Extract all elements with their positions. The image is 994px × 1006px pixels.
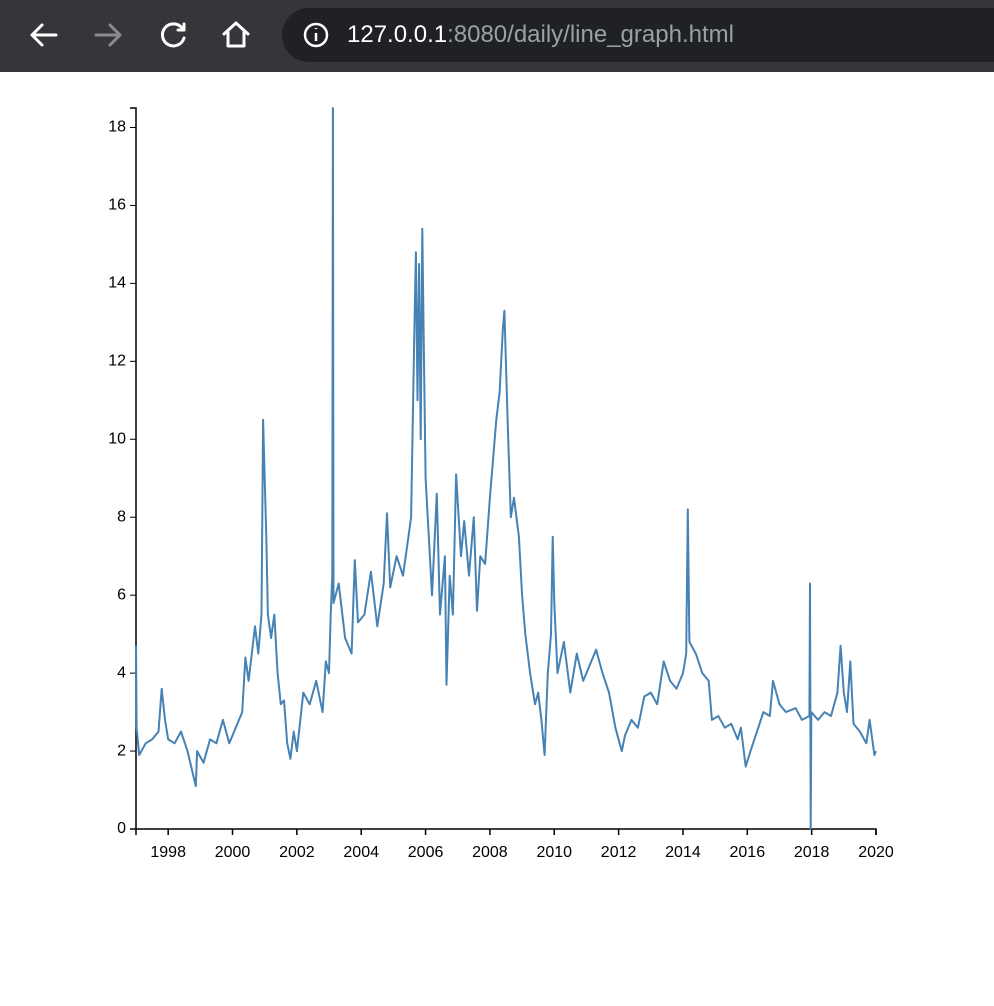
x-tick-label: 2020 (858, 844, 894, 861)
url-path: :8080/daily/line_graph.html (447, 21, 734, 48)
forward-button[interactable] (94, 23, 122, 47)
x-tick-label: 2012 (601, 844, 637, 861)
y-tick-label: 10 (108, 430, 126, 447)
line-series (135, 107, 877, 830)
x-tick-label: 1998 (150, 844, 186, 861)
y-tick-label: 4 (117, 664, 126, 681)
x-tick-label: 2006 (408, 844, 444, 861)
y-tick-label: 14 (108, 275, 126, 292)
x-tick-label: 2000 (215, 844, 251, 861)
browser-toolbar: 127.0.0.1:8080/daily/line_graph.html (0, 0, 994, 72)
y-tick-label: 2 (117, 742, 126, 759)
address-bar[interactable] (282, 8, 994, 62)
x-tick-label: 2008 (472, 844, 508, 861)
y-tick-label: 12 (108, 353, 126, 370)
y-tick-label: 18 (108, 119, 126, 136)
y-tick-label: 8 (117, 508, 126, 525)
y-tick-label: 16 (108, 197, 126, 214)
x-axis (135, 828, 877, 835)
info-icon[interactable] (303, 22, 329, 48)
home-button[interactable] (222, 21, 250, 48)
reload-button[interactable] (160, 22, 186, 48)
x-tick-label: 2014 (665, 844, 701, 861)
url: 127.0.0.1:8080/daily/line_graph.html (347, 21, 734, 48)
x-tick-label: 2004 (343, 844, 379, 861)
toolbar-icons: 127.0.0.1:8080/daily/line_graph.html (30, 8, 994, 62)
y-axis (130, 107, 137, 830)
y-tick-label: 6 (117, 586, 126, 603)
back-button[interactable] (30, 23, 58, 47)
x-tick-label: 2010 (536, 844, 572, 861)
y-tick-label: 0 (117, 820, 126, 837)
x-tick-label: 2016 (730, 844, 766, 861)
x-tick-label: 2018 (794, 844, 830, 861)
url-host: 127.0.0.1 (347, 21, 447, 48)
x-tick-label: 2002 (279, 844, 315, 861)
chart: 0 2 4 6 8 10 12 14 16 18 1998 2000 2002 2004 2006 2008 2… (108, 107, 894, 861)
